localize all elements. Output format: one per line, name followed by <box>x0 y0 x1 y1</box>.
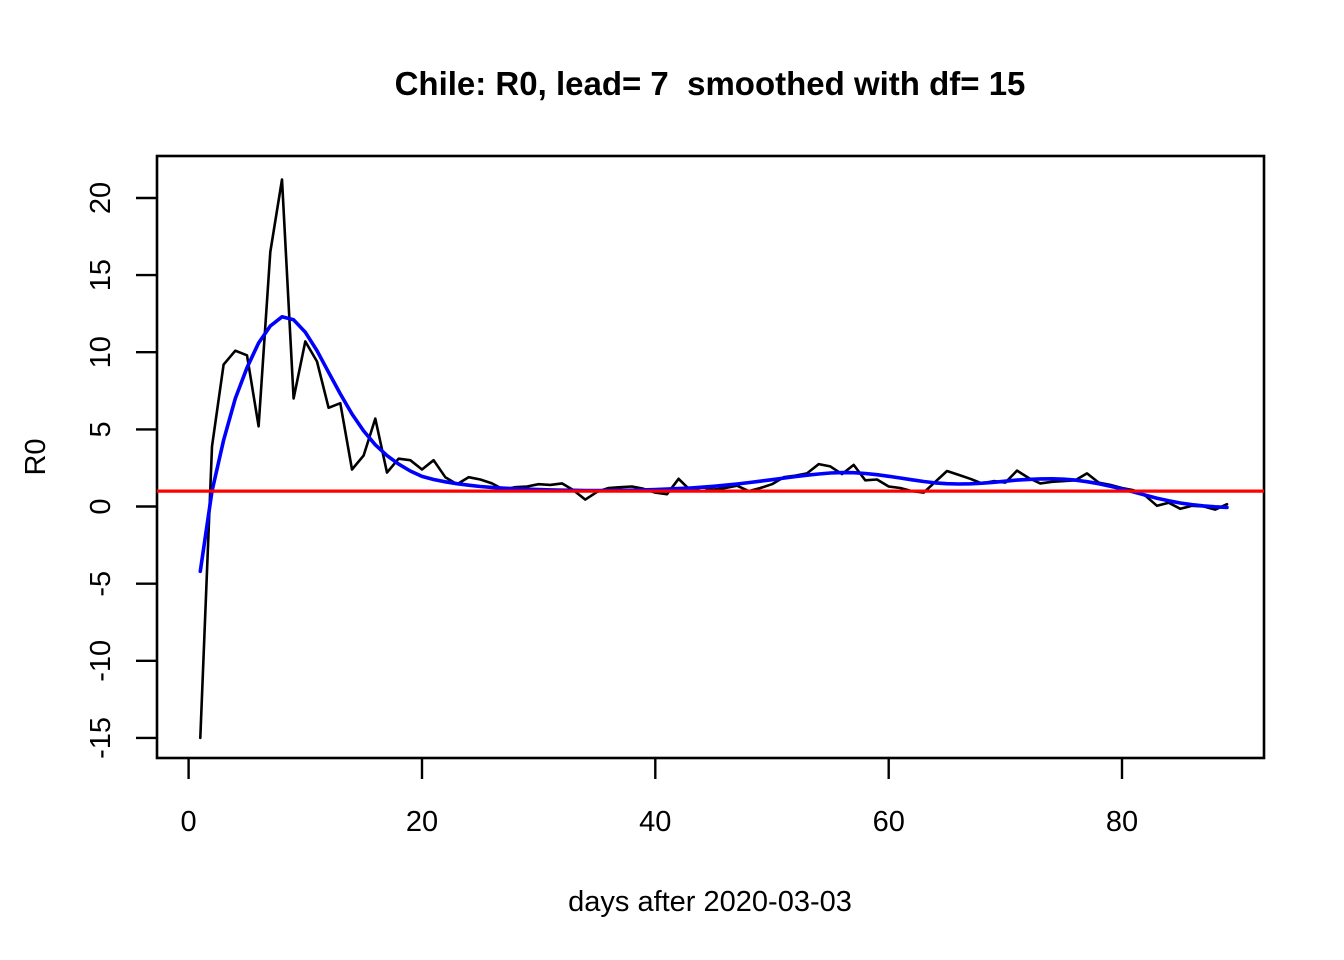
y-tick-label: 15 <box>85 259 117 291</box>
x-tick-label: 20 <box>406 806 438 838</box>
plot-box <box>155 154 1266 760</box>
x-tick-label: 0 <box>181 806 197 838</box>
y-tick-label: -10 <box>85 640 117 682</box>
x-tick-label: 80 <box>1106 806 1138 838</box>
y-tick-label: -15 <box>85 717 117 759</box>
x-axis-label: days after 2020-03-03 <box>568 886 852 918</box>
x-tick-label: 60 <box>873 806 905 838</box>
x-axis-tick-labels: 0 20 40 60 80 <box>181 806 1139 838</box>
y-axis-ticks <box>136 196 157 740</box>
y-tick-label: 0 <box>85 498 117 514</box>
x-axis-ticks <box>187 758 1124 779</box>
y-tick-label: -5 <box>85 571 117 597</box>
x-tick-label: 40 <box>639 806 671 838</box>
y-axis-label: R0 <box>20 438 52 475</box>
y-tick-label: 10 <box>85 336 117 368</box>
y-tick-label: 5 <box>85 421 117 437</box>
smoothed-series-line <box>198 314 1229 574</box>
y-tick-label: 20 <box>85 182 117 214</box>
y-axis-tick-labels: -15 -10 -5 0 5 10 15 20 <box>85 182 117 759</box>
chart-title: Chile: R0, lead= 7 smoothed with df= 15 <box>395 65 1026 102</box>
r0-series-line <box>199 178 1229 740</box>
